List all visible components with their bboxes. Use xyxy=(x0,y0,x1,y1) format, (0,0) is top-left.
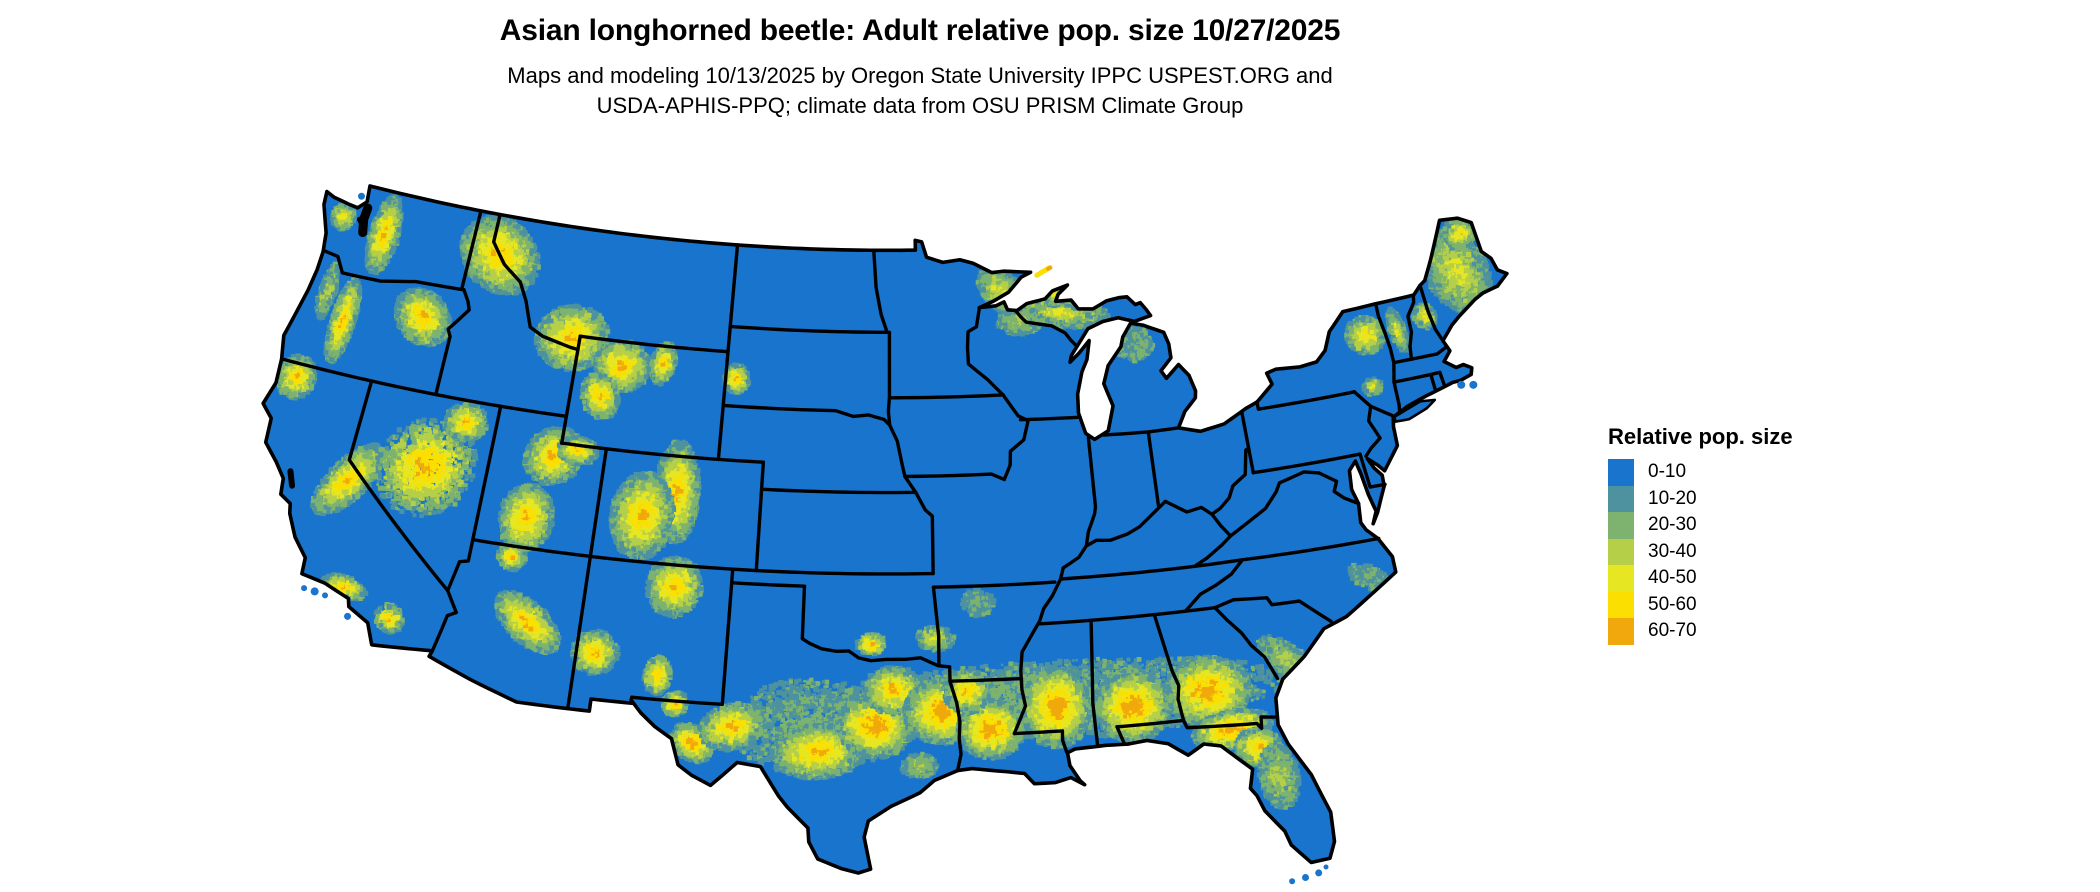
legend-swatch xyxy=(1608,591,1634,618)
subtitle-line-1: Maps and modeling 10/13/2025 by Oregon S… xyxy=(507,63,1333,88)
subtitle-line-2: USDA-APHIS-PPQ; climate data from OSU PR… xyxy=(596,93,1244,118)
legend-item: 40-50 xyxy=(1608,565,1793,592)
legend-item-label: 30-40 xyxy=(1648,540,1697,562)
legend-item: 0-10 xyxy=(1608,459,1793,486)
legend-item: 30-40 xyxy=(1608,538,1793,565)
legend-item: 10-20 xyxy=(1608,485,1793,512)
legend-item-label: 20-30 xyxy=(1648,514,1697,536)
legend-item-label: 0-10 xyxy=(1648,461,1687,483)
legend-item-label: 10-20 xyxy=(1648,487,1697,509)
map-subtitle: Maps and modeling 10/13/2025 by Oregon S… xyxy=(0,61,1840,121)
legend-rows: 0-10 10-20 20-30 30-40 40-50 50-60 60-70 xyxy=(1608,459,1793,645)
map-title: Asian longhorned beetle: Adult relative … xyxy=(499,14,1341,47)
legend-swatch xyxy=(1608,512,1634,539)
legend-item: 20-30 xyxy=(1608,512,1793,539)
legend-swatch xyxy=(1608,485,1634,512)
legend: Relative pop. size 0-10 10-20 20-30 30-40 40… xyxy=(1608,424,1793,645)
legend-item: 50-60 xyxy=(1608,591,1793,618)
legend-swatch xyxy=(1608,618,1634,645)
legend-item-label: 60-70 xyxy=(1648,620,1697,642)
legend-item-label: 40-50 xyxy=(1648,567,1697,589)
legend-title: Relative pop. size xyxy=(1608,424,1793,449)
legend-item-label: 50-60 xyxy=(1648,593,1697,615)
legend-swatch xyxy=(1608,565,1634,592)
legend-swatch xyxy=(1608,459,1634,486)
legend-swatch xyxy=(1608,538,1634,565)
page-title-block: Asian longhorned beetle: Adult relative … xyxy=(0,14,1840,48)
legend-item: 60-70 xyxy=(1608,618,1793,645)
